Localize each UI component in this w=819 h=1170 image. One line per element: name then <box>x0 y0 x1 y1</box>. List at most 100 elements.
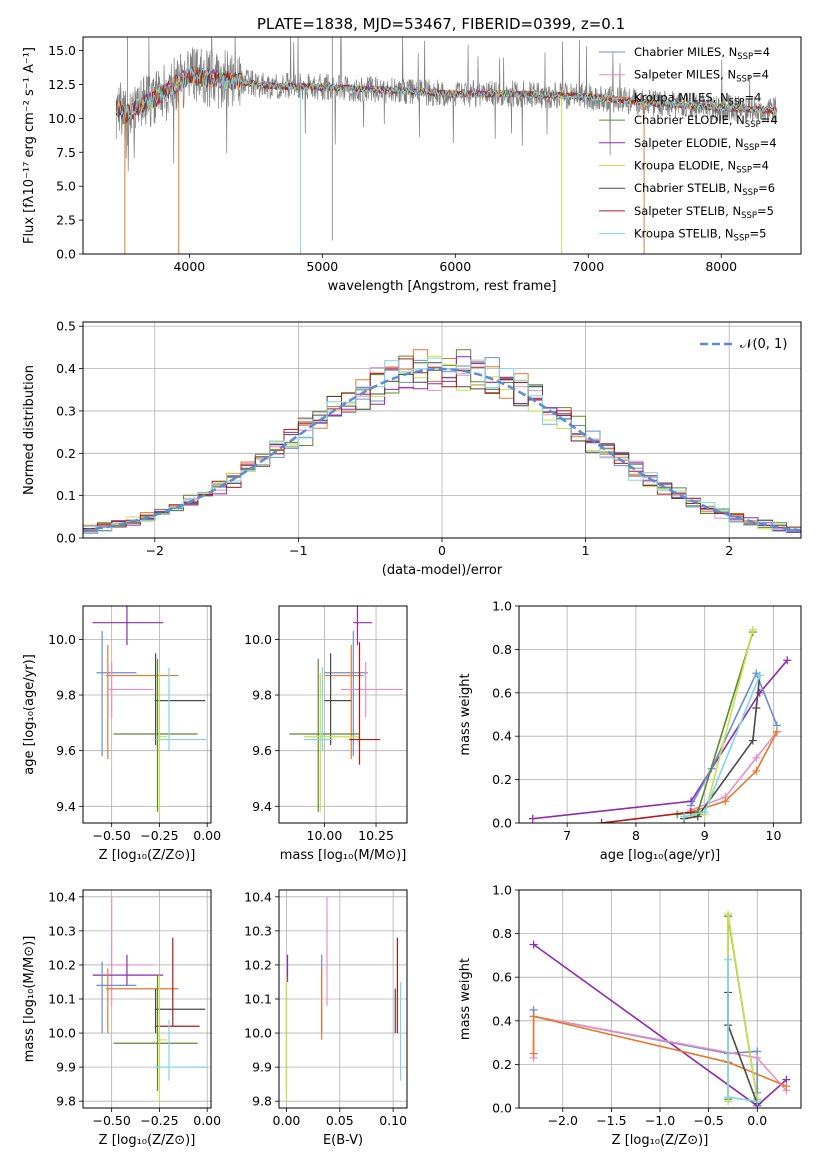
x-tick-label: 7000 <box>572 259 604 274</box>
y-tick-label: 10.2 <box>244 957 272 972</box>
axes-frame <box>278 889 408 1109</box>
legend-label: Kroupa MILES, NSSP=4 <box>634 90 761 107</box>
x-tick-label: 0.00 <box>193 1113 221 1128</box>
x-tick-label: 7 <box>563 828 571 843</box>
y-tick-label: 9.6 <box>252 743 272 758</box>
y-tick-label: 0.4 <box>492 1013 512 1028</box>
weight-line-kroupa-stelib <box>727 959 758 1103</box>
x-axis-label: Z [log₁₀(Z/Z⊙)] <box>99 1133 196 1148</box>
y-tick-label: 0.6 <box>492 970 512 985</box>
weight-marker <box>680 812 689 821</box>
plot-area <box>83 349 801 534</box>
y-tick-label: 0.5 <box>56 319 76 334</box>
legend-label: Salpeter STELIB, NSSP=5 <box>634 204 774 221</box>
legend-label: Chabrier STELIB, NSSP=6 <box>634 181 775 198</box>
spectrum-legend: Chabrier MILES, NSSP=4 Salpeter MILES, NS… <box>599 45 778 244</box>
weight-line-salpeter-elodie <box>532 659 788 820</box>
x-tick-label: −0.50 <box>93 1113 131 1128</box>
histogram-kroupa-stelib <box>83 357 801 532</box>
weight-marker <box>721 797 730 806</box>
plot-area <box>92 606 208 812</box>
axes-frame <box>82 36 802 255</box>
legend-label: Chabrier ELODIE, NSSP=4 <box>634 113 778 130</box>
y-tick-label: 0.8 <box>492 642 512 657</box>
weight-line-salpeter-stelib <box>601 811 692 823</box>
weight-marker <box>753 1097 762 1106</box>
y-tick-label: 10.3 <box>48 923 76 938</box>
x-tick-label: 0 <box>438 543 446 558</box>
y-tick-label: 10.3 <box>244 923 272 938</box>
legend-label: Salpeter ELODIE, NSSP=4 <box>634 136 777 153</box>
y-axis-label: Flux [fλ10⁻¹⁷ erg cm⁻² s⁻¹ A⁻¹] <box>22 47 37 244</box>
y-tick-label: 0.1 <box>56 488 76 503</box>
y-axis-label: mass weight <box>458 673 473 755</box>
residuals-panel: −2 −1 0 1 2 0.0 0.1 0.2 0.3 0.4 0.5 (data-model)/er… <box>22 319 802 578</box>
model-line-kroupa-stelib <box>115 65 778 123</box>
axes-frame <box>518 889 802 1109</box>
y-tick-label: 9.9 <box>56 1060 76 1075</box>
weight-marker <box>783 656 792 665</box>
y-tick-label: 10.0 <box>244 632 272 647</box>
plot-area <box>289 606 403 812</box>
x-tick-label: −0.25 <box>140 1113 178 1128</box>
mass-vs-metallicity-panel: −0.50 −0.25 0.00 9.8 9.9 10.0 10.1 10.2 10.3 10.4… <box>22 889 221 1148</box>
y-tick-label: 0.8 <box>492 926 512 941</box>
y-tick-label: 0.0 <box>492 1101 512 1116</box>
y-axis-label: mass [log₁₀(M/M⊙)] <box>22 936 37 1063</box>
axes-frame <box>82 889 212 1109</box>
weight-line-kroupa-elodie <box>727 913 758 1102</box>
y-tick-label: 9.8 <box>252 688 272 703</box>
y-tick-label: 2.5 <box>56 213 76 228</box>
axes-frame <box>82 605 212 824</box>
plot-area <box>528 625 792 823</box>
x-tick-label: 6000 <box>439 259 471 274</box>
x-tick-label: 0.0 <box>747 1113 767 1128</box>
weight-marker <box>755 688 764 697</box>
y-tick-label: 10.0 <box>48 1026 76 1041</box>
y-tick-label: 9.8 <box>56 1094 76 1109</box>
x-axis-label: wavelength [Angstrom, rest frame] <box>328 279 557 294</box>
data-spectrum-line <box>115 37 778 172</box>
x-tick-label: 10 <box>766 828 782 843</box>
x-tick-label: 1 <box>582 543 590 558</box>
weight-marker <box>724 1093 733 1102</box>
plot-area <box>529 909 791 1108</box>
y-tick-label: 10.0 <box>244 1026 272 1041</box>
y-tick-label: 0.0 <box>492 816 512 831</box>
y-axis-label: mass weight <box>458 958 473 1040</box>
weight-marker <box>755 671 764 680</box>
weight-marker <box>529 1049 538 1058</box>
weight-marker <box>724 955 733 964</box>
y-tick-label: 0.3 <box>56 403 76 418</box>
x-tick-label: −1.5 <box>596 1113 626 1128</box>
legend-label: Salpeter MILES, NSSP=4 <box>634 68 769 85</box>
x-tick-label: 5000 <box>306 259 338 274</box>
y-tick-label: 7.5 <box>56 145 76 160</box>
x-tick-label: −1 <box>289 543 307 558</box>
x-tick-label: −0.25 <box>140 828 178 843</box>
y-tick-label: 9.8 <box>56 688 76 703</box>
weight-marker <box>753 1053 762 1062</box>
x-tick-label: −0.50 <box>93 828 131 843</box>
weight-line-chabrier-miles <box>690 671 778 806</box>
y-axis-label: Normed distribution <box>22 365 37 495</box>
y-tick-label: 10.2 <box>48 957 76 972</box>
y-tick-label: 0.6 <box>492 685 512 700</box>
y-tick-label: 10.4 <box>244 889 272 904</box>
y-tick-label: 10.0 <box>48 111 76 126</box>
weight-marker <box>752 753 761 762</box>
y-tick-label: 9.9 <box>252 1060 272 1075</box>
axes-frame <box>82 321 802 539</box>
figure-title: PLATE=1838, MJD=53467, FIBERID=0399, z=0… <box>257 15 625 33</box>
y-tick-label: 0.2 <box>56 446 76 461</box>
x-tick-label: 0.00 <box>273 1113 301 1128</box>
y-tick-label: 15.0 <box>48 43 76 58</box>
weight-marker <box>752 703 761 712</box>
y-tick-label: 10.4 <box>48 889 76 904</box>
grid-lines <box>279 890 407 1108</box>
weight-marker <box>529 1012 538 1021</box>
weight-marker <box>528 814 537 823</box>
y-tick-label: 9.4 <box>56 799 76 814</box>
spectrum-panel: 4000 5000 6000 7000 8000 0.0 2.5 5.0 7.5 10.0 12.5… <box>22 36 802 294</box>
